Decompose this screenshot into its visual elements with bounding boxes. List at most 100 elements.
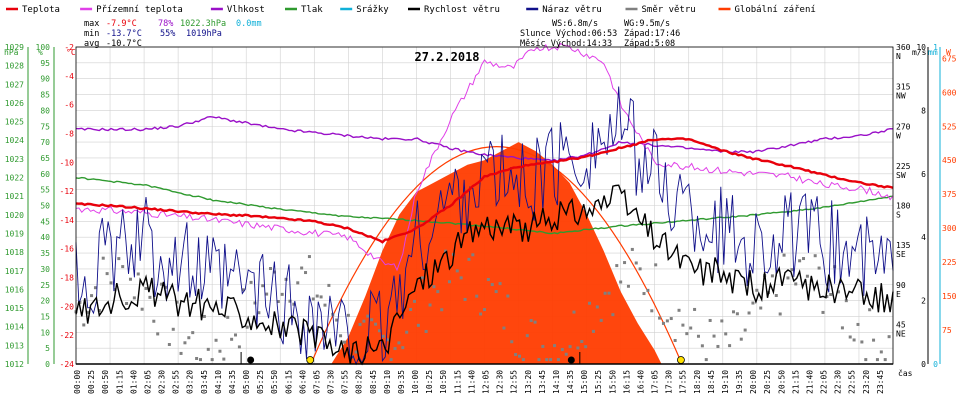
series-point-smer-vetru — [144, 286, 148, 290]
tick-label-tlak: 1014 — [5, 323, 24, 332]
legend-label: Tlak — [301, 5, 323, 15]
series-point-smer-vetru — [132, 296, 136, 300]
x-tick-label: 15:50 — [608, 370, 617, 394]
series-point-smer-vetru — [704, 358, 708, 362]
series-point-smer-vetru — [677, 308, 681, 312]
series-point-smer-vetru — [397, 341, 401, 345]
x-tick-label: 22:30 — [834, 370, 843, 394]
stat-value: min — [84, 29, 99, 39]
tick-label-srazky: 1 — [933, 43, 938, 52]
x-tick-label: 12:30 — [496, 370, 505, 394]
legend-label: Vlhkost — [227, 5, 265, 15]
series-point-smer-vetru — [510, 340, 514, 344]
series-point-smer-vetru — [272, 270, 276, 274]
x-tick-label: 15:00 — [580, 370, 589, 394]
tick-label-smer: 360 — [896, 43, 911, 52]
series-point-smer-vetru — [564, 352, 568, 356]
series-point-smer-vetru — [486, 278, 490, 282]
series-point-smer-vetru — [619, 280, 623, 284]
x-tick-label: 14:35 — [566, 370, 575, 394]
series-point-smer-vetru — [852, 338, 856, 342]
tick-label-smer-compass: N — [896, 52, 901, 61]
series-point-smer-vetru — [191, 331, 195, 335]
series-point-smer-vetru — [588, 301, 592, 305]
x-tick-label: 02:55 — [172, 370, 181, 394]
stat-wind-gust: WG:9.5m/s — [624, 19, 670, 29]
stat-value: max — [84, 19, 99, 29]
x-tick-label: 17:55 — [679, 370, 688, 394]
tick-label-smer: 315 — [896, 83, 911, 92]
series-point-smer-vetru — [560, 348, 564, 352]
tick-label-smer-compass: W — [896, 131, 901, 140]
tick-label-smer: 45 — [896, 320, 906, 329]
series-point-smer-vetru — [467, 257, 471, 261]
series-point-smer-vetru — [856, 322, 860, 326]
x-tick-label: 16:40 — [636, 370, 645, 394]
series-point-smer-vetru — [595, 305, 599, 309]
series-point-smer-vetru — [292, 302, 296, 306]
series-point-smer-vetru — [323, 303, 327, 307]
series-point-smer-vetru — [226, 315, 230, 319]
tick-label-teplota: -18 — [60, 274, 75, 283]
series-point-smer-vetru — [693, 307, 697, 311]
series-line-teplota — [75, 137, 894, 244]
tick-label-tlak: 1015 — [5, 304, 24, 313]
series-point-smer-vetru — [296, 281, 300, 285]
tick-label-tlak: 1026 — [5, 99, 24, 108]
series-point-smer-vetru — [300, 266, 304, 270]
x-tick-label: 10:00 — [411, 370, 420, 394]
x-tick-label: 13:45 — [538, 370, 547, 394]
stat-value: 1022.3hPa — [180, 19, 226, 29]
x-tick-label: 04:10 — [214, 370, 223, 394]
series-point-smer-vetru — [171, 327, 175, 331]
x-tick-label: 22:05 — [820, 370, 829, 394]
series-point-smer-vetru — [101, 256, 105, 260]
series-point-smer-vetru — [607, 291, 611, 295]
series-point-smer-vetru — [156, 332, 160, 336]
series-point-smer-vetru — [681, 323, 685, 327]
tick-label-vitr: 4 — [921, 233, 926, 242]
series-point-smer-vetru — [638, 267, 642, 271]
series-point-smer-vetru — [249, 280, 253, 284]
series-point-smer-vetru — [774, 294, 778, 298]
tick-label-teplota: -24 — [60, 360, 75, 369]
tick-label-teplota: -6 — [64, 101, 74, 110]
x-tick-label: 03:45 — [200, 370, 209, 394]
tick-label-zareni: 525 — [942, 122, 957, 131]
tick-label-vlhkost: 20 — [40, 297, 50, 306]
x-tick-label: 23:45 — [876, 370, 885, 394]
series-point-smer-vetru — [195, 356, 199, 360]
series-point-smer-vetru — [78, 300, 82, 304]
tick-label-vlhkost: 35 — [40, 249, 50, 258]
tick-label-vlhkost: 70 — [40, 138, 50, 147]
moonset-marker — [247, 356, 255, 364]
tick-label-tlak: 1028 — [5, 62, 24, 71]
series-point-smer-vetru — [669, 317, 673, 321]
series-point-smer-vetru — [424, 329, 428, 333]
series-point-smer-vetru — [494, 290, 498, 294]
tick-label-tlak: 1013 — [5, 341, 24, 350]
clear-sky-radiation-curve — [310, 146, 683, 365]
tick-label-zareni: 75 — [942, 326, 952, 335]
tick-label-smer: 90 — [896, 281, 906, 290]
x-tick-label: 19:10 — [721, 370, 730, 394]
series-line-vlhkost — [75, 115, 894, 163]
series-point-smer-vetru — [393, 347, 397, 351]
series-point-smer-vetru — [739, 337, 743, 341]
series-point-smer-vetru — [342, 340, 346, 344]
tick-label-vlhkost: 30 — [40, 265, 50, 274]
series-point-smer-vetru — [650, 309, 654, 313]
legend-label: Náraz větru — [542, 5, 602, 15]
x-tick-label: 16:15 — [622, 370, 631, 394]
x-tick-label: 00:50 — [101, 370, 110, 394]
series-point-smer-vetru — [381, 334, 385, 338]
series-point-smer-vetru — [506, 294, 510, 298]
x-tick-label: 06:40 — [298, 370, 307, 394]
series-point-smer-vetru — [307, 255, 311, 259]
series-point-smer-vetru — [661, 321, 665, 325]
axis-unit-teplota: °C — [66, 48, 76, 57]
series-point-smer-vetru — [125, 301, 129, 305]
stat-wind-speed: WS:6.8m/s — [552, 19, 598, 29]
series-point-smer-vetru — [339, 334, 343, 338]
series-point-smer-vetru — [626, 284, 630, 288]
